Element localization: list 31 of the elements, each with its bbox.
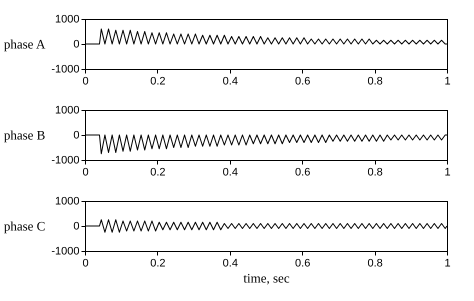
x-tick-label: 0.6 (295, 166, 310, 178)
y-tick-label: -1000 (51, 246, 80, 258)
x-tick-label: 1 (444, 76, 451, 88)
y-axis-title: phase A (4, 36, 46, 52)
y-tick-label: 1000 (55, 196, 80, 208)
y-tick-label: -1000 (51, 154, 80, 166)
y-tick-label: 1000 (55, 104, 80, 116)
x-tick-label: 0.4 (222, 258, 238, 270)
y-tick-label: 0 (73, 220, 80, 232)
x-tick-label: 0.6 (295, 76, 310, 88)
x-tick-label: 0.8 (367, 76, 383, 88)
x-tick-label: 0.2 (150, 76, 166, 88)
x-tick-label: 0.6 (295, 258, 310, 270)
x-tick-label: 0.8 (367, 258, 383, 270)
x-tick-label: 0.2 (150, 166, 166, 178)
x-tick-label: 0.8 (367, 166, 383, 178)
x-tick-label: 0.2 (150, 258, 166, 270)
x-tick-label: 0.4 (222, 76, 238, 88)
y-tick-label: 0 (73, 130, 80, 142)
x-tick-label: 0 (82, 258, 89, 270)
x-tick-label: 0 (82, 166, 89, 178)
x-tick-label: 1 (444, 166, 451, 178)
y-axis-title: phase C (4, 218, 46, 234)
y-tick-label: 1000 (55, 14, 80, 26)
x-axis-title: time, sec (243, 270, 290, 286)
x-tick-label: 0 (82, 76, 89, 88)
y-axis-title: phase B (4, 128, 46, 142)
y-tick-label: -1000 (51, 64, 80, 76)
x-tick-label: 0.4 (222, 166, 238, 178)
x-tick-label: 1 (444, 258, 451, 270)
y-tick-label: 0 (73, 38, 80, 50)
